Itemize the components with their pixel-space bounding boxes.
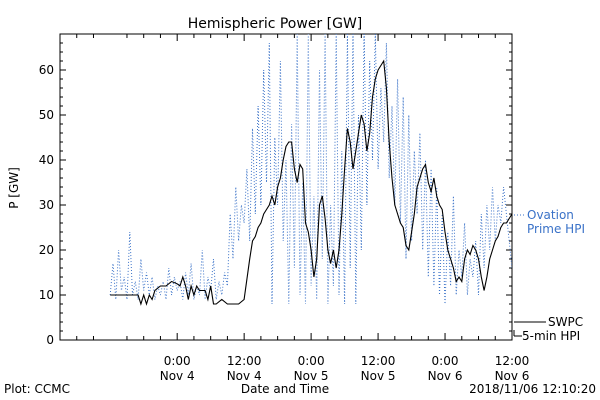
series-layer	[109, 34, 512, 306]
y-axis-ticks: 0 10 20 30 40 50 60	[39, 42, 512, 347]
timestamp: 2018/11/06 12:10:20	[469, 382, 596, 396]
ovation-legend-label-1: Ovation	[527, 208, 574, 222]
x-tick-date-label: Nov 6	[495, 369, 530, 383]
x-axis-label: Date and Time	[241, 382, 329, 396]
plot-credit: Plot: CCMC	[4, 382, 70, 396]
chart-title: Hemispheric Power [GW]	[188, 16, 363, 32]
y-tick-label: 40	[39, 153, 54, 167]
y-tick-label: 10	[39, 288, 54, 302]
y-tick-label: 50	[39, 108, 54, 122]
y-tick-label: 20	[39, 243, 54, 257]
x-tick-time-label: 0:00	[298, 354, 325, 368]
x-tick-date-label: Nov 4	[160, 369, 195, 383]
y-tick-label: 30	[39, 198, 54, 212]
swpc-series-line	[110, 59, 512, 306]
x-tick-date-label: Nov 5	[294, 369, 329, 383]
x-tick-time-label: 12:00	[361, 354, 396, 368]
y-tick-label: 0	[46, 333, 54, 347]
plot-frame	[59, 33, 513, 341]
x-tick-time-label: 12:00	[495, 354, 530, 368]
x-tick-date-label: Nov 5	[361, 369, 396, 383]
x-tick-time-label: 0:00	[164, 354, 191, 368]
y-axis-label: P [GW]	[7, 167, 21, 209]
x-tick-time-label: 0:00	[432, 354, 459, 368]
swpc-legend-label-2: 5-min HPI	[522, 329, 580, 343]
ovation-series-line	[109, 34, 512, 305]
swpc-legend-label-1: SWPC	[548, 315, 583, 329]
y-tick-label: 60	[39, 63, 54, 77]
x-tick-date-label: Nov 4	[227, 369, 262, 383]
ovation-legend-label-2: Prime HPI	[527, 222, 585, 236]
x-tick-time-label: 12:00	[227, 354, 262, 368]
x-tick-date-label: Nov 6	[428, 369, 463, 383]
